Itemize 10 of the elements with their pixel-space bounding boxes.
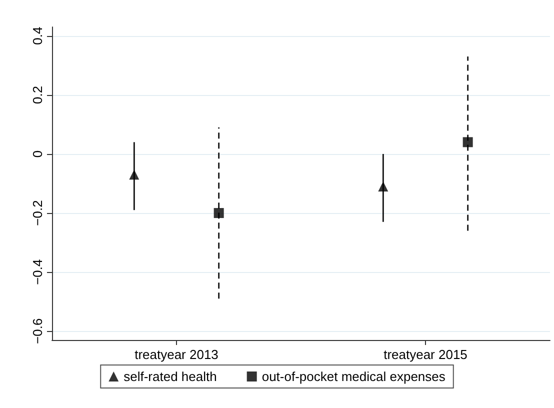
x-tick-label: treatyear 2013 (134, 347, 218, 362)
y-tick-label: −0.2 (30, 200, 45, 226)
x-tick-label: treatyear 2015 (384, 347, 468, 362)
y-tick-label: 0 (30, 150, 45, 158)
legend-label: out-of-pocket medical expenses (262, 369, 446, 384)
y-tick-label: 0.2 (30, 86, 45, 104)
y-tick-label: −0.4 (30, 259, 45, 285)
y-tick-label: −0.6 (30, 318, 45, 344)
legend-label: self-rated health (124, 369, 217, 384)
y-tick-label: 0.4 (30, 26, 45, 45)
